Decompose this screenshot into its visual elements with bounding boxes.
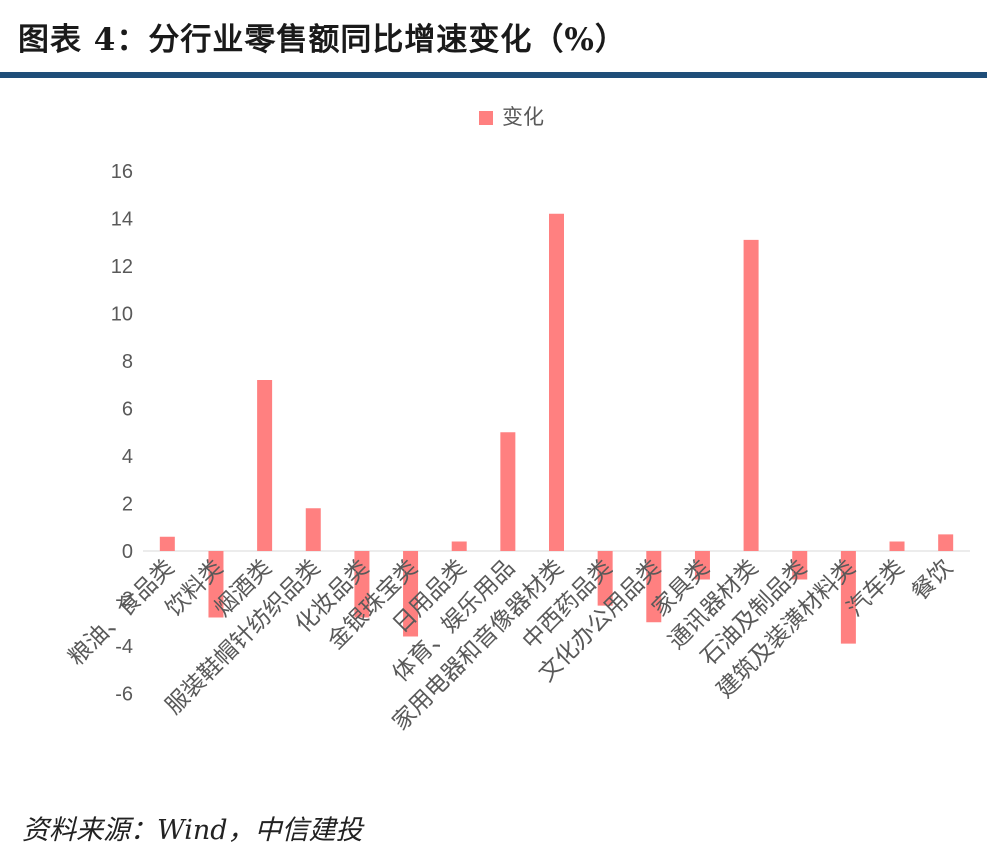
bar-chart: 变化1614121086420-2-4-6粮油、食品类饮料类烟酒类服装鞋帽针纺织… xyxy=(64,105,970,736)
y-tick-label: 4 xyxy=(122,446,133,468)
y-tick-label: 12 xyxy=(111,256,133,278)
bar xyxy=(403,551,419,637)
bar xyxy=(792,551,808,580)
page-title: 图表 4：分行业零售额同比增速变化（%） xyxy=(18,22,627,58)
bar xyxy=(451,541,467,551)
y-tick-label: 6 xyxy=(122,399,133,421)
source-note: 资料来源：Wind，中信建投 xyxy=(22,815,363,846)
bar xyxy=(646,551,662,623)
bar xyxy=(938,534,954,551)
title-rule xyxy=(0,72,987,78)
y-tick-label: 14 xyxy=(111,209,133,231)
y-tick-label: -4 xyxy=(115,636,133,658)
y-tick-label: 16 xyxy=(111,161,133,183)
y-tick-label: -2 xyxy=(115,589,133,611)
y-tick-label: 2 xyxy=(122,494,133,516)
y-tick-label: 10 xyxy=(111,304,133,326)
y-tick-label: 8 xyxy=(122,351,133,373)
bar xyxy=(159,536,175,551)
legend-swatch xyxy=(479,111,493,125)
bar xyxy=(305,508,321,551)
x-tick-label: 餐饮 xyxy=(907,555,958,606)
bar xyxy=(354,551,370,618)
bar xyxy=(694,551,710,580)
legend-label: 变化 xyxy=(502,105,544,129)
bar xyxy=(257,380,273,551)
bar xyxy=(743,239,759,551)
bar xyxy=(208,551,224,618)
y-tick-label: -6 xyxy=(115,684,133,706)
bar xyxy=(597,551,613,606)
bar xyxy=(889,541,905,551)
bar xyxy=(549,213,564,551)
bar xyxy=(500,432,516,551)
y-tick-label: 0 xyxy=(122,541,133,563)
bar xyxy=(840,551,856,644)
